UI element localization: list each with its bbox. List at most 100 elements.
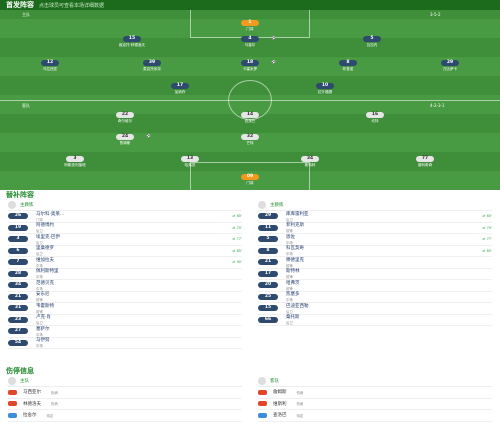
player-name: 马伊努 <box>36 338 50 344</box>
player-name: 马尔科·奥莱... <box>36 211 65 217</box>
sub-player-row[interactable]: 28 佩利斯特里 中场 <box>8 268 242 280</box>
injury-row[interactable]: 查洛巴 待定 <box>258 410 492 422</box>
player-name: 斯特林 <box>286 269 300 275</box>
sub-player-row[interactable]: 6 里桑德罗 后卫 ⇄ 85' <box>8 245 242 257</box>
player-card[interactable]: 32 芒特 <box>222 134 278 150</box>
sub-player-row[interactable]: 34 范德贝克 中场 <box>8 280 242 292</box>
sub-player-info: 佩利斯特里 中场 <box>36 268 212 279</box>
substitution-icon: ⇄ 70' <box>482 225 492 230</box>
sub-player-row[interactable]: 8 科瓦契奇 中场 ⇄ 85' <box>258 246 492 257</box>
home-coach-row[interactable]: 主教练 <box>8 200 242 211</box>
sub-player-row[interactable]: 20 哈弗茨 前锋 <box>258 280 492 292</box>
team-name: 客队 <box>270 379 279 384</box>
player-card[interactable]: 10 拉什福德 <box>297 83 353 99</box>
player-card[interactable]: 17 加纳乔 <box>152 83 208 99</box>
substitution-icon: ⇄ 90' <box>232 260 242 265</box>
player-card[interactable]: 29 万比萨卡 <box>422 60 478 76</box>
player-card[interactable]: 18 卡塞米罗 ⚽ <box>222 60 278 76</box>
player-card[interactable]: 24 詹姆斯 ⚽ <box>97 134 153 150</box>
sub-player-row[interactable]: 15 巴迪亚西勒 后卫 <box>258 303 492 315</box>
sub-player-row[interactable]: 29 库库雷利亚 后卫 ⇄ 60' <box>258 211 492 223</box>
player-name: 维斯利 <box>273 401 287 407</box>
injury-status-icon <box>8 389 17 395</box>
sub-player-row[interactable]: 25 凯塞多 中场 <box>258 292 492 303</box>
player-card[interactable]: 12 马拉西亚 <box>22 60 78 76</box>
player-card[interactable]: 77 普利希奇 <box>397 156 453 172</box>
team-crest-icon <box>258 377 266 385</box>
sub-player-row[interactable]: 21 安东尼 前锋 <box>8 292 242 303</box>
sub-player-row[interactable]: 5 恩佐 中场 ⇄ 77' <box>258 234 492 246</box>
sub-player-row[interactable]: 3 埃里克·巴伊 后卫 ⇄ 77' <box>8 234 242 246</box>
coach-avatar <box>8 201 16 209</box>
lineup-title: 首发阵容 <box>6 1 34 9</box>
sub-player-info: 斯特林 前锋 <box>286 268 462 279</box>
goal-icon: ⚽ <box>271 60 276 64</box>
sub-player-row[interactable]: 27 塞萨尔 中场 <box>8 326 242 338</box>
player-card[interactable]: 8 布鲁诺 <box>320 60 376 76</box>
injury-row[interactable]: 林德洛夫 伤病 <box>8 399 242 410</box>
sub-player-row[interactable]: 23 卢克·肖 后卫 <box>8 315 242 326</box>
player-number: 4 <box>241 36 259 42</box>
player-card[interactable]: 5 瓦拉内 <box>344 36 400 52</box>
player-name: 阿斯皮利奎塔 <box>64 163 86 167</box>
player-number: 12 <box>41 60 59 66</box>
home-subs-list: 主教练 26 马尔科·奥莱... 门将 ⇄ 60' 19 阿德博约 后卫 ⇄ 70' 3 埃里克·… <box>0 200 250 349</box>
player-position: 后卫 <box>36 321 43 326</box>
sub-player-info: 库库雷利亚 后卫 <box>286 211 462 222</box>
player-card[interactable]: 22 奇尔维尔 <box>97 112 153 128</box>
away-injury-team: 客队 <box>258 376 492 387</box>
sub-player-info: 范德贝克 中场 <box>36 280 212 291</box>
player-card[interactable]: 1 门将 <box>222 20 278 36</box>
player-name: 巴迪亚西勒 <box>286 303 309 309</box>
sub-player-row[interactable]: 19 阿德博约 后卫 ⇄ 70' <box>8 223 242 234</box>
player-card[interactable]: 3 阿斯皮利奎塔 <box>47 156 103 172</box>
player-name: 麦克托米奈 <box>143 67 161 71</box>
player-name: 卢克·肖 <box>36 315 51 321</box>
sub-player-row[interactable]: 31 韦霍斯特 前锋 <box>8 303 242 315</box>
player-card[interactable]: 13 哈弗茨 <box>162 156 218 172</box>
injury-row[interactable]: 詹姆斯 伤病 <box>258 387 492 399</box>
penalty-box-bottom <box>190 162 310 190</box>
player-card[interactable]: 4 马奎尔 ⚽ <box>222 36 278 52</box>
player-card[interactable]: 34 斯特林 <box>282 156 338 172</box>
sub-player-row[interactable]: 21 穆德里克 前锋 <box>258 257 492 269</box>
player-card[interactable]: 16 坎特 <box>347 112 403 128</box>
player-name: 穆德里克 <box>286 257 304 263</box>
sub-player-info: 穆德里克 前锋 <box>286 257 462 268</box>
player-card[interactable]: 14 查洛巴 <box>222 112 278 128</box>
player-name: 瓦拉内 <box>366 43 378 47</box>
player-number: 3 <box>66 156 84 162</box>
goal-icon: ⚽ <box>146 134 151 138</box>
player-number: 20 <box>258 282 278 289</box>
player-position: 后卫 <box>286 321 293 326</box>
sub-player-row[interactable]: 7 维加拉夫 中场 ⇄ 90' <box>8 257 242 269</box>
injury-row[interactable]: 维斯利 伤病 <box>258 399 492 410</box>
sub-player-row[interactable]: 26 马尔科·奥莱... 门将 ⇄ 60' <box>8 211 242 223</box>
player-position: 前锋 <box>286 229 293 234</box>
player-number: 26 <box>8 213 28 220</box>
injury-row[interactable]: 马西亚尔 伤病 <box>8 387 242 399</box>
player-name: 菲利克斯 <box>286 223 304 229</box>
sub-player-row[interactable]: 11 菲利克斯 前锋 ⇄ 70' <box>258 222 492 234</box>
sub-player-info: 里桑德罗 后卫 <box>36 245 212 256</box>
player-name: 马奎尔 <box>244 43 256 47</box>
sub-player-info: 菲利克斯 前锋 <box>286 222 462 233</box>
lineup-header: 首发阵容 点击球员可查看本场详细数据 <box>0 0 500 10</box>
injury-row[interactable]: 拉舍尔 待定 <box>8 410 242 422</box>
player-number: 8 <box>339 60 357 66</box>
player-number: 5 <box>363 36 381 42</box>
sub-player-row[interactable]: 54 马伊努 中场 <box>8 338 242 349</box>
player-name: 韦霍斯特 <box>36 303 54 309</box>
player-card[interactable]: 39 麦克托米奈 <box>124 60 180 76</box>
player-card[interactable]: 09 门将 <box>222 174 278 190</box>
player-name: 门将 <box>246 181 254 185</box>
player-card[interactable]: 15 维克托·林德洛夫 <box>104 36 160 52</box>
sub-player-row[interactable]: 17 斯特林 前锋 <box>258 268 492 280</box>
sub-player-row[interactable]: 66 桑托斯 后卫 <box>258 315 492 326</box>
away-coach-row[interactable]: 主教练 <box>258 200 492 211</box>
injury-header: 伤停信息 <box>0 366 500 376</box>
player-position: 前锋 <box>286 275 293 280</box>
sub-player-info: 恩佐 中场 <box>286 234 462 245</box>
coach-role: 主教练 <box>20 203 34 208</box>
player-name: 芒特 <box>246 141 254 145</box>
